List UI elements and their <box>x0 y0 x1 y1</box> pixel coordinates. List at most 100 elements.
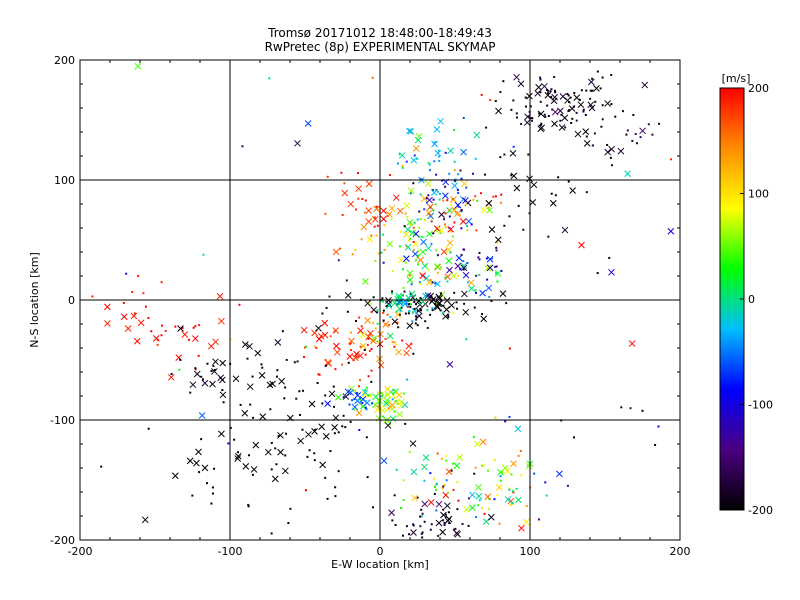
data-point-dot <box>455 301 458 304</box>
data-point-dot <box>395 468 398 471</box>
data-point-cross <box>367 329 374 337</box>
data-point-dot <box>550 95 553 98</box>
data-point-dot <box>480 93 483 96</box>
data-point-dot <box>585 191 588 194</box>
data-point-dot <box>337 470 340 473</box>
data-point-dot <box>570 121 573 124</box>
data-point-dot <box>370 311 373 314</box>
data-point-cross <box>455 254 463 262</box>
data-point-dot <box>444 185 447 188</box>
data-point-dot <box>551 108 554 111</box>
data-point-dot <box>601 118 604 121</box>
data-point-dot <box>191 494 194 497</box>
data-point-cross <box>370 335 378 343</box>
data-point-dot <box>353 408 356 411</box>
data-point-dot <box>462 260 465 263</box>
data-point-cross <box>450 272 458 280</box>
data-point-dot <box>398 153 401 156</box>
data-point-cross <box>583 140 591 147</box>
data-point-dot <box>251 375 254 378</box>
data-point-dot <box>359 345 362 348</box>
data-point-dot <box>487 206 490 209</box>
data-point-dot <box>601 104 604 107</box>
data-point-cross <box>486 264 494 272</box>
x-tick-label: 200 <box>670 545 691 558</box>
data-point-dot <box>585 89 588 92</box>
data-point-cross <box>467 279 475 287</box>
data-point-dot <box>251 473 254 476</box>
data-point-dot <box>457 191 460 194</box>
data-point-cross <box>218 376 226 384</box>
data-point-dot <box>370 402 373 405</box>
data-point-dot <box>427 194 430 197</box>
data-point-cross <box>421 463 428 471</box>
data-point-cross <box>351 403 359 411</box>
data-point-dot <box>411 311 414 314</box>
data-point-cross <box>479 438 487 446</box>
data-point-dot <box>494 195 497 198</box>
data-point-dot <box>326 497 329 500</box>
data-point-dot <box>367 394 370 397</box>
data-point-dot <box>378 402 381 405</box>
data-point-dot <box>321 312 324 315</box>
data-point-dot <box>270 468 273 471</box>
data-point-dot <box>377 404 380 407</box>
data-point-dot <box>508 215 511 218</box>
data-point-dot <box>382 319 385 322</box>
data-point-cross <box>445 257 453 265</box>
data-point-cross <box>355 185 362 192</box>
data-point-dot <box>599 87 602 90</box>
data-point-cross <box>365 218 373 226</box>
data-point-dot <box>547 89 550 92</box>
data-point-cross <box>446 239 454 247</box>
data-point-dot <box>377 391 380 394</box>
data-point-dot <box>547 235 550 238</box>
data-point-dot <box>396 321 399 324</box>
data-point-cross <box>462 271 470 279</box>
chart-title: Tromsø 20171012 18:48:00-18:49:43 <box>267 26 492 40</box>
data-point-cross <box>321 319 329 327</box>
data-point-dot <box>475 291 478 294</box>
data-point-cross <box>486 255 494 263</box>
data-point-dot <box>360 325 363 328</box>
data-point-cross <box>514 425 522 433</box>
data-point-dot <box>494 416 497 419</box>
data-point-dot <box>515 112 518 115</box>
data-point-cross <box>377 361 385 369</box>
data-point-dot <box>580 89 583 92</box>
data-point-dot <box>403 392 406 395</box>
data-point-cross <box>465 217 473 225</box>
data-point-dot <box>475 516 478 519</box>
data-point-cross <box>420 195 428 202</box>
data-point-cross <box>384 422 392 429</box>
data-point-cross <box>384 391 392 399</box>
data-point-dot <box>517 454 520 457</box>
data-point-cross <box>353 350 360 358</box>
data-point-dot <box>210 370 213 373</box>
data-point-dot <box>428 169 431 172</box>
data-point-cross <box>124 325 132 332</box>
data-point-cross <box>398 152 406 159</box>
data-point-cross <box>461 290 468 298</box>
data-point-dot <box>409 192 412 195</box>
data-point-cross <box>134 62 142 70</box>
data-point-dot <box>466 229 469 232</box>
data-point-dot <box>178 368 181 371</box>
data-point-dot <box>361 401 364 404</box>
data-point-dot <box>466 262 469 265</box>
data-point-cross <box>361 389 369 396</box>
data-point-dot <box>481 464 484 467</box>
data-point-dot <box>647 123 650 126</box>
data-point-dot <box>382 311 385 314</box>
data-point-cross <box>442 192 449 200</box>
data-point-cross <box>537 125 545 133</box>
data-point-cross <box>438 211 445 218</box>
data-point-dot <box>334 495 337 498</box>
data-point-cross <box>604 100 612 107</box>
data-point-dot <box>522 228 525 231</box>
data-point-dot <box>465 186 468 189</box>
data-point-cross <box>445 515 453 523</box>
data-point-cross <box>356 352 364 360</box>
data-point-cross <box>382 320 390 328</box>
data-point-dot <box>350 349 353 352</box>
